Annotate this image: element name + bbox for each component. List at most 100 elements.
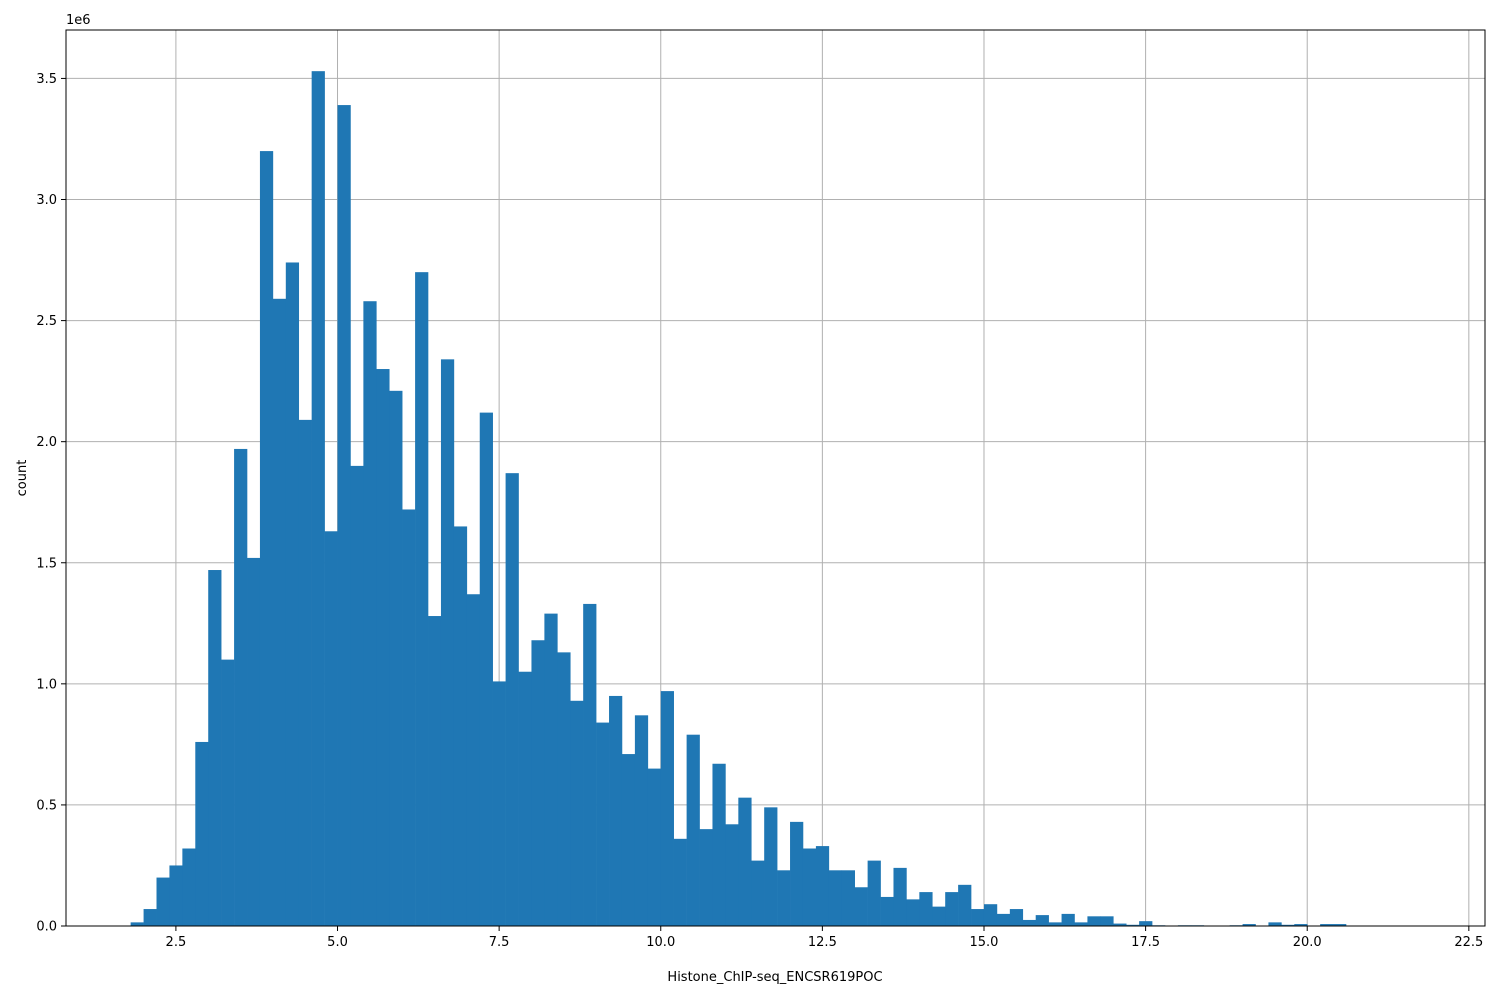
x-axis-label: Histone_ChIP-seq_ENCSR619POC xyxy=(667,970,882,985)
histogram-bar xyxy=(686,734,700,926)
histogram-bar xyxy=(234,448,248,926)
histogram-bar xyxy=(1268,922,1282,926)
histogram-bar xyxy=(660,691,674,926)
histogram-bar xyxy=(272,298,287,926)
histogram-bar xyxy=(932,906,946,926)
histogram-bar xyxy=(634,715,649,926)
histogram-bar xyxy=(208,570,222,926)
histogram-bar xyxy=(1048,922,1062,926)
histogram-bar xyxy=(285,262,300,926)
histogram-bar xyxy=(311,71,325,927)
histogram-bar xyxy=(790,821,804,926)
histogram-bar xyxy=(777,870,791,926)
histogram-bar xyxy=(1113,923,1127,926)
histogram-bar xyxy=(221,659,235,926)
y-tick-label: 3.5 xyxy=(36,72,57,87)
x-tick-label: 10.0 xyxy=(646,935,675,950)
x-tick-label: 12.5 xyxy=(808,935,837,950)
histogram-bar xyxy=(531,640,545,926)
histogram-bar xyxy=(841,870,855,926)
histogram-bar xyxy=(1320,924,1334,926)
histogram-bar xyxy=(466,594,481,926)
histogram-bar xyxy=(376,369,390,926)
histogram-bar xyxy=(583,603,597,926)
histogram-bar xyxy=(143,909,157,926)
y-tick-label: 1.0 xyxy=(36,677,57,692)
histogram-bar xyxy=(854,887,868,926)
histogram-bar xyxy=(1022,919,1037,926)
histogram-bar xyxy=(764,807,778,926)
histogram-bar xyxy=(350,465,364,926)
histogram-bar xyxy=(453,526,468,926)
histogram-bar xyxy=(337,105,351,927)
histogram-bar xyxy=(893,867,907,926)
histogram-bar xyxy=(945,892,959,926)
x-tick-label: 5.0 xyxy=(327,935,348,950)
histogram-bar xyxy=(1035,915,1049,926)
x-tick-label: 22.5 xyxy=(1454,935,1483,950)
histogram-bar xyxy=(996,913,1011,926)
histogram-bar xyxy=(712,763,726,926)
y-axis-offset-label: 1e6 xyxy=(66,13,91,28)
histogram-bar xyxy=(1242,924,1256,926)
histogram-bar xyxy=(673,838,687,926)
histogram-bar xyxy=(828,870,843,926)
histogram-bar xyxy=(402,509,416,926)
histogram-bar xyxy=(440,359,455,926)
x-tick-label: 17.5 xyxy=(1131,935,1160,950)
histogram-bar xyxy=(505,473,519,926)
histogram-bar xyxy=(958,884,972,926)
histogram-bar xyxy=(1009,909,1024,926)
y-tick-label: 1.5 xyxy=(36,556,57,571)
histogram-bar xyxy=(971,909,985,926)
histogram-bar xyxy=(389,390,403,926)
histogram-bar xyxy=(518,671,532,926)
y-tick-label: 3.0 xyxy=(36,193,57,208)
histogram-bar xyxy=(428,616,442,926)
histogram-bar xyxy=(867,860,881,926)
histogram-bar xyxy=(815,846,830,926)
histogram-bar xyxy=(195,741,209,926)
histogram-bar xyxy=(1281,924,1295,926)
axes-layer: 2.5 5.0 7.5 10.0 12.5 15.0 17.5 20.0 22.5 0.0 0.5 1… xyxy=(36,29,1486,950)
histogram-bar xyxy=(1294,924,1308,926)
histogram-bar xyxy=(983,904,998,926)
histogram-bar xyxy=(647,768,662,926)
histogram-bar xyxy=(570,700,584,926)
x-tick-label: 20.0 xyxy=(1293,935,1322,950)
x-tick-label: 2.5 xyxy=(166,935,187,950)
histogram-bar xyxy=(621,754,636,926)
histogram-bar xyxy=(247,557,261,926)
histogram-bar xyxy=(738,797,752,926)
histogram-bar xyxy=(1139,921,1153,926)
histogram-bar xyxy=(415,272,429,926)
histogram-bar xyxy=(802,848,817,926)
histogram-bar xyxy=(479,412,493,926)
histogram-bar xyxy=(324,531,338,926)
histogram-bar xyxy=(725,824,739,926)
y-axis-label: count xyxy=(15,460,30,497)
histogram-bar xyxy=(156,877,170,926)
histogram-bar xyxy=(906,899,920,926)
histogram-bar xyxy=(919,892,933,926)
histogram-bar xyxy=(363,301,377,926)
histogram-bar xyxy=(544,613,558,926)
x-tick-label: 15.0 xyxy=(970,935,999,950)
histogram-bar xyxy=(1100,916,1114,926)
histogram-bar xyxy=(130,922,144,926)
histogram-bar xyxy=(298,419,312,926)
histogram-bar xyxy=(880,896,894,926)
plot-frame xyxy=(65,29,1486,927)
histogram-bar xyxy=(169,865,183,926)
histogram-bar xyxy=(1333,924,1347,926)
histogram-bar xyxy=(751,860,765,926)
histogram-bar xyxy=(259,151,274,927)
histogram-bar xyxy=(1074,922,1088,926)
histogram-bar xyxy=(492,681,506,926)
y-tick-label: 0.0 xyxy=(36,920,57,935)
y-tick-label: 2.5 xyxy=(36,314,57,329)
y-tick-label: 2.0 xyxy=(36,435,57,450)
histogram-bar xyxy=(1087,916,1101,926)
histogram-bar xyxy=(1061,913,1075,926)
